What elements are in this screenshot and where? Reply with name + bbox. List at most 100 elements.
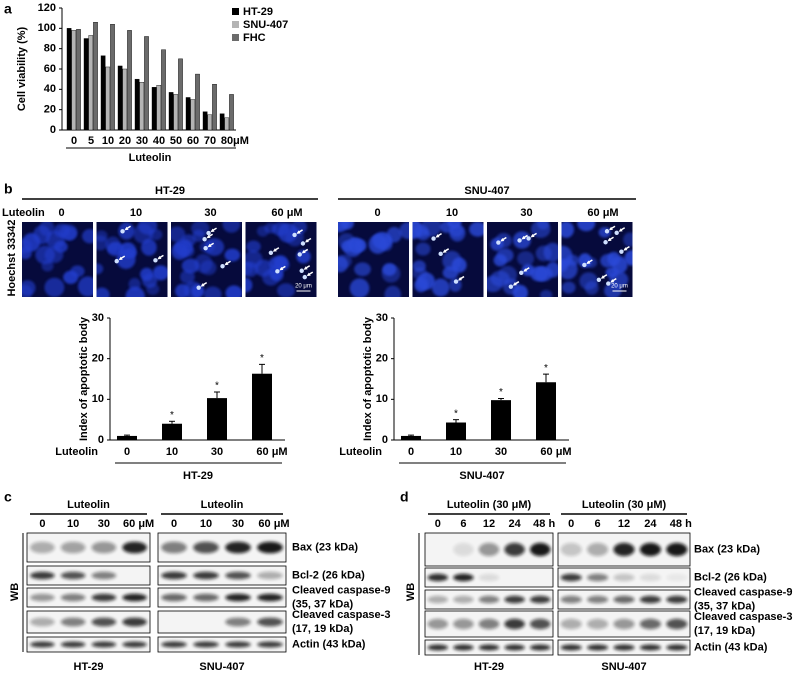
band	[666, 542, 688, 557]
band	[478, 618, 500, 630]
protein-label: Cleaved caspase-9	[292, 584, 390, 596]
band	[560, 618, 582, 630]
nucleus	[598, 226, 611, 238]
band	[478, 573, 500, 582]
x-tick-label-unit: μM	[556, 446, 572, 458]
protein-label: Bcl-2 (26 kDa)	[292, 569, 365, 581]
band	[613, 644, 635, 651]
y-tick-label: 60	[44, 63, 56, 75]
band	[639, 618, 661, 630]
nuclei	[338, 222, 409, 297]
arrow-head	[442, 249, 447, 253]
bar	[207, 114, 213, 131]
bar	[66, 28, 72, 131]
stain-label: Hoechst 33342	[6, 219, 18, 296]
apoptotic-body	[297, 252, 302, 257]
nucleus	[584, 281, 599, 295]
micrograph	[171, 222, 242, 297]
band	[193, 571, 219, 580]
nucleus	[22, 238, 32, 254]
band	[122, 541, 147, 554]
nucleus	[276, 283, 295, 297]
dose-label-value: 60	[271, 207, 283, 219]
arrow-head	[224, 261, 229, 266]
apoptotic-body	[292, 232, 297, 238]
nucleus	[203, 286, 222, 297]
nucleus	[540, 289, 553, 297]
band	[613, 573, 635, 582]
bar	[491, 400, 511, 440]
dose-label: 10	[446, 207, 458, 219]
bar	[212, 84, 217, 131]
arrow-head	[512, 282, 517, 286]
protein-label: Cleaved caspase-3	[694, 611, 792, 623]
arrow-head	[500, 238, 505, 242]
nucleus	[200, 260, 217, 276]
scale-bar-label: 20 μm	[611, 284, 628, 290]
cell-line-label: HT-29	[74, 661, 104, 673]
nucleus	[611, 256, 628, 274]
x-tick-label: 30	[495, 446, 507, 458]
bar	[536, 382, 556, 440]
x-tick-label: 20	[119, 135, 131, 147]
bar	[144, 36, 149, 131]
y-axis-label: Cell viability (%)	[16, 26, 28, 111]
x-tick-label: 30	[136, 135, 148, 147]
lane-label: 6	[595, 518, 601, 530]
nuclei	[96, 222, 168, 297]
nucleus	[338, 222, 349, 233]
band	[453, 618, 474, 630]
band	[60, 641, 86, 648]
band	[161, 641, 187, 648]
apoptotic-body	[606, 281, 611, 286]
band	[587, 595, 609, 604]
band	[193, 641, 219, 648]
arrow-head	[618, 228, 623, 232]
y-tick-label: 0	[382, 434, 388, 446]
lane-label-value: 60	[258, 518, 270, 530]
band	[225, 617, 251, 627]
arrow-head	[306, 272, 311, 277]
band	[504, 618, 525, 630]
significance: *	[499, 387, 503, 398]
nucleus	[585, 257, 598, 268]
nucleus	[545, 262, 558, 278]
nucleus	[175, 283, 190, 297]
x-tick-label: 10	[166, 446, 178, 458]
arrow-head	[610, 279, 615, 283]
band	[478, 595, 500, 604]
nucleus	[291, 222, 308, 235]
bar	[162, 423, 182, 440]
band	[587, 618, 609, 630]
nucleus	[442, 250, 462, 271]
band	[257, 593, 283, 602]
apoptotic-body	[300, 241, 306, 246]
band	[122, 617, 147, 627]
nucleus	[561, 222, 574, 238]
lane-label: 30	[98, 518, 110, 530]
band	[91, 571, 117, 580]
arrow-head	[124, 226, 129, 231]
nucleus	[414, 224, 429, 237]
nucleus	[181, 234, 196, 247]
band	[60, 541, 86, 554]
band	[666, 618, 688, 630]
x-tick-label: 80	[221, 135, 233, 147]
x-unit: μM	[233, 135, 249, 147]
nucleus	[412, 260, 426, 273]
apoptotic-body	[614, 230, 619, 235]
lane-label-value: 60	[123, 518, 135, 530]
bar	[83, 38, 89, 131]
significance: *	[454, 408, 458, 419]
nucleus	[142, 273, 158, 288]
nucleus	[268, 256, 285, 270]
bar	[195, 73, 200, 131]
bar	[224, 117, 230, 131]
lane-label: 0	[435, 518, 441, 530]
band	[193, 593, 219, 602]
lane-label: 48 h	[533, 518, 555, 530]
arrow-head	[458, 277, 463, 281]
micrograph	[96, 222, 168, 297]
nucleus	[338, 256, 349, 273]
band	[666, 644, 688, 651]
